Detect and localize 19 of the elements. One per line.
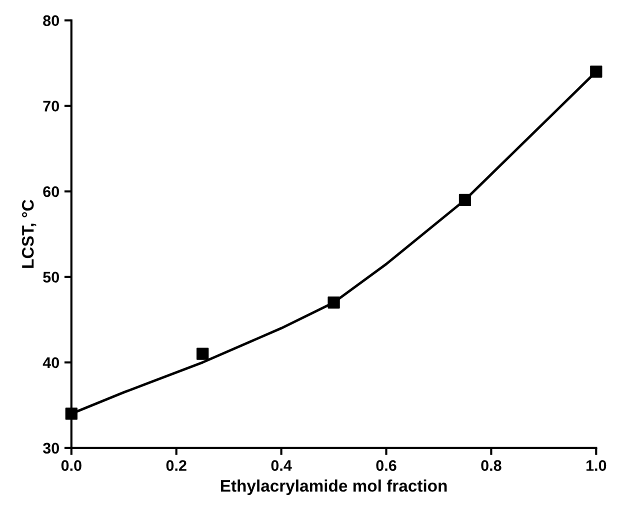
y-axis-title: LCST, °C [22,200,36,268]
y-tick-label: 40 [42,357,59,368]
x-tick-label: 0.6 [376,460,396,471]
y-tick-label: 70 [43,100,59,112]
x-tick-label: 1.0 [586,460,606,471]
point [590,66,602,78]
y-tick-label: 30 [42,442,59,454]
point [196,348,209,360]
x-tick-label: 0.4 [271,460,292,471]
x-tick-label: 0.2 [166,460,186,471]
y-tick-label: 50 [43,272,59,283]
point [458,194,472,206]
x-tick-label: 0.0 [61,460,82,471]
y-tick-label: 60 [43,186,59,198]
point [328,296,340,309]
point [65,408,78,420]
x-axis-title: Ethylacrylamide mol fraction [220,480,447,496]
y-tick-label: 80 [43,15,59,26]
x-tick-label: 0.8 [481,460,502,471]
